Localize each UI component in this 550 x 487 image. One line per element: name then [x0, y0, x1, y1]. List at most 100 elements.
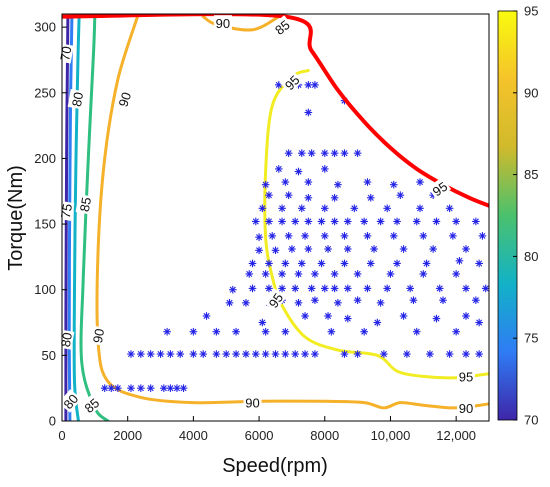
operating-point-121 [363, 232, 372, 240]
operating-point-105 [255, 246, 263, 255]
torque-limit-curve [62, 14, 489, 208]
operating-point-167 [297, 149, 306, 157]
operating-point-24 [271, 350, 280, 358]
operating-point-23 [261, 350, 270, 358]
x-tick-label-1: 2000 [113, 428, 142, 443]
operating-point-37 [163, 327, 171, 336]
contour-label-15: 90 [243, 394, 262, 411]
svg-text:80: 80 [58, 331, 75, 348]
operating-point-132 [330, 217, 339, 226]
operating-point-29 [340, 350, 349, 358]
operating-point-18 [212, 350, 221, 358]
operating-point-166 [284, 149, 293, 157]
operating-point-152 [330, 194, 339, 202]
operating-point-49 [301, 312, 309, 320]
operating-point-164 [294, 167, 303, 176]
operating-point-126 [251, 217, 260, 226]
y-axis-label: Torque(Nm) [5, 165, 27, 271]
operating-point-9 [179, 384, 188, 392]
operating-point-162 [416, 178, 424, 186]
operating-point-83 [481, 284, 489, 293]
operating-point-102 [422, 259, 431, 268]
operating-point-19 [222, 350, 231, 358]
torque-limit-line [62, 14, 489, 208]
operating-point-40 [232, 327, 240, 336]
plot-frame [61, 13, 490, 422]
operating-point-104 [475, 259, 483, 268]
operating-point-34 [445, 350, 454, 358]
operating-point-178 [304, 81, 313, 89]
operating-point-114 [462, 245, 470, 253]
operating-point-127 [265, 217, 273, 226]
operating-point-140 [472, 217, 480, 226]
operating-point-142 [278, 204, 286, 213]
colorbar-tick-label-0: 70 [524, 413, 538, 428]
operating-point-136 [393, 217, 401, 226]
operating-point-62 [311, 296, 319, 305]
operating-point-172 [353, 149, 362, 157]
x-tick-label-3: 6000 [245, 428, 274, 443]
operating-point-120 [340, 232, 349, 240]
operating-point-91 [386, 270, 395, 278]
operating-point-149 [265, 191, 273, 199]
operating-point-48 [258, 318, 267, 327]
colorbar-ticks: 70 75 80 85 90 95 [513, 4, 538, 428]
operating-point-115 [255, 233, 263, 241]
operating-point-6 [160, 384, 168, 392]
operating-point-169 [320, 149, 329, 157]
contour-label-11: 95 [279, 70, 304, 94]
x-tick-label-5: 10,000 [371, 428, 411, 443]
contour-label-10: 85 [270, 15, 294, 39]
operating-point-58 [242, 299, 250, 307]
operating-point-26 [291, 350, 300, 358]
operating-point-70 [248, 284, 257, 293]
operating-point-52 [373, 318, 382, 327]
operating-point-30 [353, 350, 362, 358]
operating-point-27 [301, 350, 309, 358]
operating-point-13 [156, 350, 165, 358]
operating-point-78 [363, 284, 372, 293]
svg-text:95: 95 [430, 179, 450, 200]
operating-point-68 [472, 296, 480, 305]
operating-point-82 [462, 284, 470, 293]
operating-point-128 [278, 217, 286, 226]
operating-point-138 [432, 217, 441, 226]
colorbar-tick-label-5: 95 [524, 4, 538, 19]
operating-point-79 [383, 284, 391, 293]
operating-point-144 [320, 204, 329, 213]
contour-70-0 [64, 15, 70, 421]
operating-point-42 [281, 327, 290, 336]
operating-point-66 [409, 296, 418, 305]
operating-point-161 [389, 180, 398, 189]
operating-point-72 [278, 284, 286, 293]
operating-point-57 [225, 299, 234, 307]
contour-label-4: 90 [114, 88, 134, 111]
plot-background [62, 14, 489, 421]
svg-text:95: 95 [459, 369, 473, 384]
operating-point-170 [330, 149, 339, 157]
operating-point-99 [340, 259, 349, 268]
contour-label-8: 80 [58, 389, 82, 413]
operating-point-108 [304, 245, 313, 253]
operating-point-171 [340, 149, 349, 157]
operating-point-147 [416, 204, 424, 213]
x-axis-label: Speed(rpm) [222, 455, 328, 477]
operating-point-122 [389, 232, 398, 240]
contour-label-0: 70 [55, 43, 74, 64]
operating-point-151 [304, 194, 313, 202]
operating-point-96 [281, 259, 290, 268]
contour-label-14: 95 [457, 368, 475, 384]
svg-text:90: 90 [459, 401, 473, 416]
operating-point-119 [320, 232, 329, 240]
operating-point-87 [294, 270, 303, 278]
operating-point-103 [455, 257, 464, 265]
operating-point-46 [452, 327, 460, 336]
operating-point-93 [452, 270, 460, 278]
operating-point-69 [229, 285, 237, 294]
operating-point-92 [419, 270, 428, 278]
contour-90-5 [201, 15, 281, 32]
operating-point-74 [307, 284, 316, 293]
operating-point-125 [478, 232, 487, 240]
operating-point-130 [304, 217, 313, 226]
